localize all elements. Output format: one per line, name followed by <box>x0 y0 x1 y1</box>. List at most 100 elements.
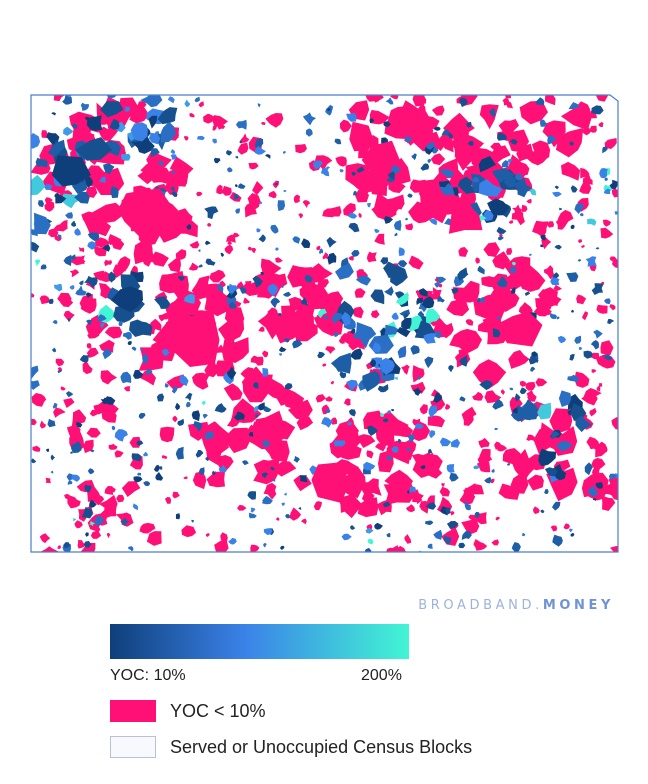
census-block <box>97 126 116 141</box>
census-block <box>133 476 143 483</box>
census-block <box>322 208 336 218</box>
census-block <box>50 454 55 461</box>
census-block <box>575 415 593 433</box>
census-block <box>479 380 494 391</box>
census-block <box>354 288 366 298</box>
census-block <box>405 223 414 231</box>
census-block <box>439 168 446 174</box>
census-block <box>466 121 472 128</box>
census-block <box>325 396 333 402</box>
census-block <box>79 355 90 363</box>
census-block <box>293 475 312 492</box>
census-block <box>553 284 562 292</box>
census-block <box>260 271 264 275</box>
census-block <box>356 434 376 448</box>
census-block <box>527 474 544 491</box>
census-block <box>69 269 80 278</box>
census-block <box>263 482 277 500</box>
census-block <box>471 176 480 183</box>
census-block <box>386 410 392 414</box>
census-block <box>254 138 264 150</box>
census-block <box>589 407 597 417</box>
census-block <box>124 386 131 392</box>
census-block <box>127 341 132 346</box>
census-block <box>532 220 549 238</box>
census-block <box>289 507 302 521</box>
census-block <box>510 139 518 145</box>
census-block <box>441 527 460 546</box>
census-block <box>611 416 618 430</box>
census-block <box>285 514 291 519</box>
census-block <box>104 259 113 267</box>
census-block <box>205 258 216 266</box>
census-block <box>569 141 574 146</box>
census-block <box>448 195 483 234</box>
census-block <box>48 298 54 305</box>
census-block <box>205 457 209 461</box>
gradient-min-label: YOC: 10% <box>110 667 186 684</box>
census-block <box>71 474 80 482</box>
census-block <box>420 192 447 216</box>
census-block <box>600 227 614 239</box>
census-block <box>433 126 441 131</box>
census-block <box>511 542 521 552</box>
census-block <box>335 263 354 280</box>
census-block <box>35 157 48 168</box>
census-block <box>383 418 389 423</box>
census-block <box>490 478 495 484</box>
census-block <box>508 350 530 369</box>
census-block <box>40 546 60 552</box>
census-block <box>374 522 383 530</box>
census-block <box>171 386 178 394</box>
census-block <box>567 374 579 383</box>
census-block <box>235 184 238 187</box>
census-block <box>380 257 389 265</box>
census-block <box>552 501 561 511</box>
census-block <box>459 355 468 367</box>
census-block <box>374 233 385 245</box>
census-block <box>87 232 100 242</box>
census-block <box>217 123 226 130</box>
census-block <box>233 193 239 200</box>
census-block <box>137 169 155 185</box>
census-block <box>221 185 232 196</box>
census-block <box>210 115 228 129</box>
census-block <box>439 486 450 497</box>
census-block <box>608 473 617 480</box>
census-block <box>581 392 598 406</box>
census-block <box>152 312 220 367</box>
census-block <box>591 369 597 373</box>
census-block <box>266 273 288 298</box>
census-block <box>76 421 83 428</box>
census-block <box>159 271 185 294</box>
census-block <box>170 186 175 192</box>
census-block <box>491 539 499 546</box>
census-block <box>434 282 440 288</box>
census-block <box>198 249 201 253</box>
census-block <box>318 248 324 255</box>
census-block <box>39 533 51 544</box>
census-block <box>302 112 316 126</box>
census-block <box>138 413 146 419</box>
census-block <box>45 477 51 484</box>
census-block <box>575 101 591 117</box>
census-block <box>176 208 193 223</box>
census-block <box>305 128 313 137</box>
census-block <box>71 124 78 129</box>
census-block <box>437 295 445 303</box>
census-block <box>412 418 421 427</box>
census-block <box>317 279 329 289</box>
census-block <box>557 335 567 344</box>
census-block <box>212 138 217 144</box>
census-block <box>496 276 508 288</box>
census-block <box>452 280 480 303</box>
census-block <box>423 333 437 344</box>
census-block <box>521 204 528 212</box>
census-block <box>107 287 123 301</box>
census-block <box>194 96 200 103</box>
census-block <box>268 190 277 199</box>
census-block <box>411 452 432 470</box>
census-block <box>270 224 279 234</box>
census-block <box>118 320 123 327</box>
census-block <box>475 257 480 264</box>
